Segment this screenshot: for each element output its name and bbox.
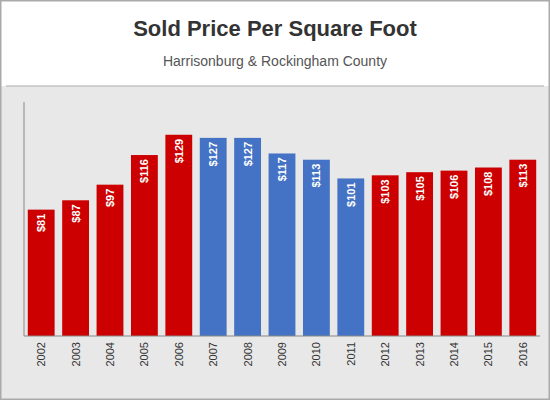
bar	[337, 178, 364, 336]
x-tick-label: 2016	[517, 342, 529, 366]
chart: Sold Price Per Square Foot Harrisonburg &…	[0, 0, 550, 400]
bar	[475, 168, 502, 336]
data-label: $103	[379, 179, 391, 203]
data-label: $113	[310, 164, 322, 188]
data-label: $81	[35, 214, 47, 232]
x-tick-label: 2008	[242, 342, 254, 366]
separator	[6, 86, 544, 87]
x-tick-label: 2012	[379, 342, 391, 366]
data-label: $97	[104, 189, 116, 207]
data-label: $108	[482, 172, 494, 196]
background	[0, 0, 550, 400]
bar	[372, 175, 399, 336]
bar	[269, 153, 296, 336]
title-area	[0, 0, 550, 86]
data-label: $87	[70, 204, 82, 222]
data-label: $127	[242, 142, 254, 166]
bar	[200, 138, 227, 336]
x-tick-label: 2006	[173, 342, 185, 366]
data-label: $117	[276, 157, 288, 181]
x-tick-label: 2004	[104, 342, 116, 366]
x-tick-label: 2009	[276, 342, 288, 366]
bar	[406, 172, 433, 336]
x-tick-label: 2011	[345, 342, 357, 366]
data-label: $116	[138, 159, 150, 183]
bar	[165, 135, 192, 336]
x-tick-label: 2014	[448, 342, 460, 366]
x-tick-label: 2003	[70, 342, 82, 366]
bar	[131, 155, 158, 336]
x-axis-line	[24, 336, 540, 337]
bar	[62, 200, 89, 336]
data-label: $127	[207, 142, 219, 166]
x-tick-label: 2007	[207, 342, 219, 366]
y-axis-line	[24, 102, 25, 336]
border	[1, 1, 550, 400]
bar	[441, 171, 468, 336]
data-label: $129	[173, 139, 185, 163]
bars	[28, 135, 536, 336]
subtitle: Harrisonburg & Rockingham County	[163, 53, 387, 69]
bar	[509, 160, 536, 336]
data-label: $105	[414, 176, 426, 200]
x-tick-label: 2013	[414, 342, 426, 366]
x-tick-label: 2005	[138, 342, 150, 366]
x-tick-label: 2002	[35, 342, 47, 366]
bar	[303, 160, 330, 336]
x-tick-label: 2015	[482, 342, 494, 366]
data-label: $106	[448, 175, 460, 199]
bar	[97, 185, 124, 336]
bar	[234, 138, 261, 336]
title: Sold Price Per Square Foot	[133, 16, 417, 41]
data-label: $101	[345, 182, 357, 206]
bar	[28, 210, 55, 336]
data-label: $113	[517, 164, 529, 188]
x-tick-label: 2010	[310, 342, 322, 366]
